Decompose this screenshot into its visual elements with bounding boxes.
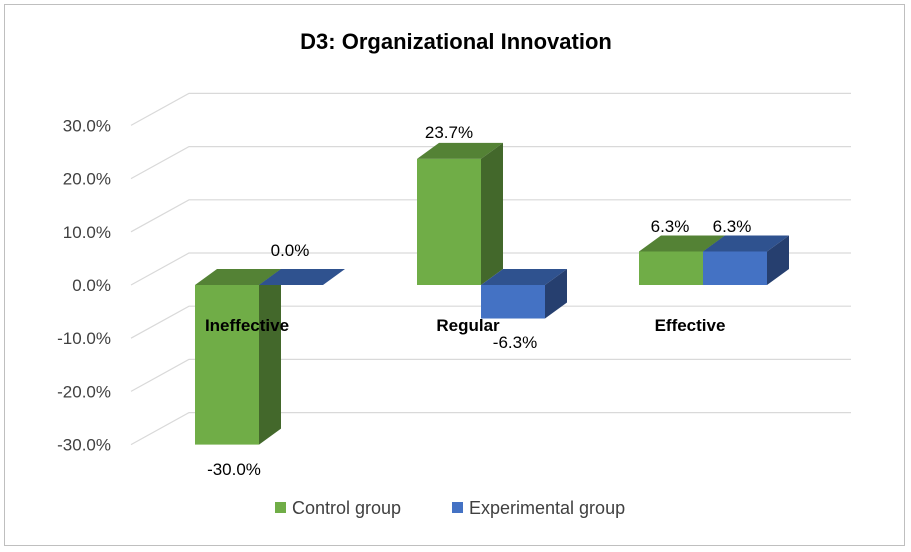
data-label: -6.3% <box>493 333 537 352</box>
category-label: Ineffective <box>205 316 289 335</box>
legend-label: Control group <box>292 498 401 518</box>
data-label: 23.7% <box>425 123 473 142</box>
y-tick-label: -10.0% <box>57 329 111 348</box>
y-tick-label: 0.0% <box>72 276 111 295</box>
y-tick-label: -20.0% <box>57 382 111 401</box>
bar-control-group-effective-top <box>639 235 725 252</box>
category-labels: Ineffective Regular Effective <box>205 316 725 335</box>
gridline <box>130 305 851 339</box>
y-tick-label: 10.0% <box>63 223 111 242</box>
legend-swatch <box>452 502 463 513</box>
gridline <box>130 146 851 180</box>
bar-control-group-ineffective-top <box>195 269 281 285</box>
legend-swatch <box>275 502 286 513</box>
gridline <box>130 92 851 126</box>
bars <box>195 142 789 445</box>
chart-frame: D3: Organizational Innovation 30.0% 20.0%… <box>4 4 905 546</box>
bar-control-group-regular-front <box>417 158 481 285</box>
bar-experimental-group-regular-front <box>481 285 545 319</box>
gridline <box>130 199 851 233</box>
bar-control-group-regular-top <box>417 142 503 159</box>
bar-control-group-regular <box>417 142 503 285</box>
bar-control-group-regular-side <box>481 142 503 285</box>
legend: Control group Experimental group <box>275 498 625 518</box>
bar-experimental-group-regular-top <box>481 269 567 285</box>
bar-experimental-group-effective-side <box>767 235 789 285</box>
data-label: 6.3% <box>651 217 690 236</box>
bar-control-group-ineffective-front <box>195 285 259 445</box>
data-label: 0.0% <box>271 241 310 260</box>
bar-experimental-group-regular-side <box>545 269 567 319</box>
gridline <box>130 358 851 392</box>
bar-experimental-group-effective-front <box>703 251 767 285</box>
y-tick-label: -30.0% <box>57 436 111 455</box>
data-labels: -30.0% 23.7% 6.3% 0.0% -6.3% 6.3% <box>207 123 751 479</box>
bar-control-group-ineffective-side <box>259 269 281 445</box>
y-axis-ticks: 30.0% 20.0% 10.0% 0.0% -10.0% -20.0% -30.0% <box>57 116 111 454</box>
bar-experimental-group-effective <box>703 235 789 285</box>
category-label: Effective <box>655 316 726 335</box>
bar-control-group-ineffective <box>195 269 281 445</box>
bar-experimental-group-regular <box>481 269 567 319</box>
gridline <box>130 252 851 286</box>
bar-chart: D3: Organizational Innovation 30.0% 20.0%… <box>57 29 851 518</box>
gridlines <box>130 92 851 446</box>
gridline <box>130 412 851 446</box>
bar-experimental-group-effective-top <box>703 235 789 252</box>
y-tick-label: 30.0% <box>63 116 111 135</box>
category-label: Regular <box>436 316 500 335</box>
legend-label: Experimental group <box>469 498 625 518</box>
bar-experimental-group-ineffective <box>259 269 345 285</box>
y-tick-label: 20.0% <box>63 170 111 189</box>
data-label: -30.0% <box>207 460 261 479</box>
bar-experimental-group-ineffective-top <box>259 269 345 285</box>
chart-title: D3: Organizational Innovation <box>300 29 612 54</box>
bar-control-group-effective-front <box>639 251 703 285</box>
data-label: 6.3% <box>713 217 752 236</box>
